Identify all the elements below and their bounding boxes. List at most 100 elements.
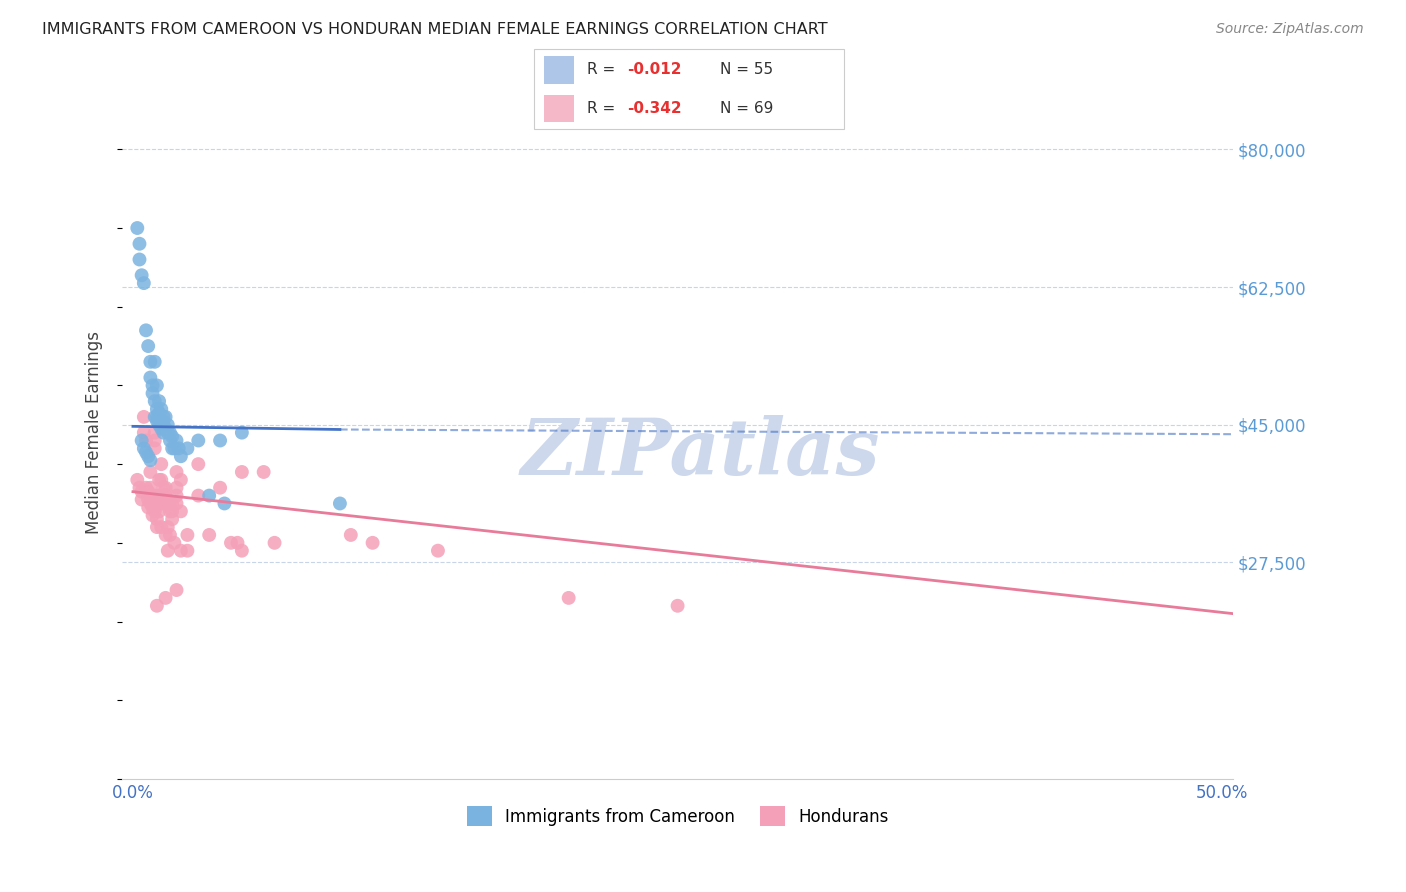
Point	[136, 500, 159, 515]
Point	[176, 543, 198, 558]
Point	[152, 481, 174, 495]
Point	[155, 489, 177, 503]
Point	[136, 339, 159, 353]
Point	[139, 355, 162, 369]
Point	[155, 422, 177, 436]
Point	[136, 449, 159, 463]
Point	[219, 536, 242, 550]
Point	[150, 402, 173, 417]
Point	[128, 236, 150, 251]
Point	[146, 520, 169, 534]
Point	[131, 484, 153, 499]
Point	[170, 543, 193, 558]
Point	[143, 355, 166, 369]
Point	[163, 442, 186, 456]
Point	[146, 402, 169, 417]
Point	[160, 512, 183, 526]
Point	[166, 465, 188, 479]
Point	[143, 434, 166, 448]
Point	[148, 496, 170, 510]
Text: R =: R =	[586, 101, 620, 116]
Point	[159, 434, 181, 448]
Point	[152, 496, 174, 510]
Point	[160, 496, 183, 510]
Point	[231, 543, 253, 558]
Point	[340, 528, 363, 542]
Point	[146, 512, 169, 526]
Point	[155, 528, 177, 542]
Point	[146, 378, 169, 392]
Point	[135, 445, 157, 459]
Point	[148, 489, 170, 503]
Point	[139, 496, 162, 510]
Point	[152, 425, 174, 440]
Text: IMMIGRANTS FROM CAMEROON VS HONDURAN MEDIAN FEMALE EARNINGS CORRELATION CHART: IMMIGRANTS FROM CAMEROON VS HONDURAN MED…	[42, 22, 828, 37]
Point	[166, 481, 188, 495]
Point	[160, 429, 183, 443]
Point	[156, 425, 179, 440]
Text: N = 69: N = 69	[720, 101, 773, 116]
Point	[131, 268, 153, 283]
Point	[136, 492, 159, 507]
Point	[226, 536, 249, 550]
FancyBboxPatch shape	[534, 49, 844, 129]
Point	[146, 409, 169, 424]
Point	[139, 465, 162, 479]
Point	[155, 481, 177, 495]
Point	[132, 425, 155, 440]
Point	[135, 323, 157, 337]
Point	[127, 473, 149, 487]
Point	[329, 496, 352, 510]
Point	[156, 520, 179, 534]
Point	[136, 484, 159, 499]
Point	[187, 434, 209, 448]
Point	[146, 414, 169, 428]
Point	[135, 434, 157, 448]
Point	[214, 496, 236, 510]
Text: N = 55: N = 55	[720, 62, 773, 78]
Point	[148, 417, 170, 432]
Point	[139, 481, 162, 495]
Bar	[544, 95, 575, 122]
Point	[253, 465, 276, 479]
Point	[143, 409, 166, 424]
Point	[166, 434, 188, 448]
Point	[141, 386, 163, 401]
Point	[166, 496, 188, 510]
Point	[143, 425, 166, 440]
Point	[139, 453, 162, 467]
Point	[156, 496, 179, 510]
Point	[150, 520, 173, 534]
Point	[155, 409, 177, 424]
Point	[231, 425, 253, 440]
Point	[166, 489, 188, 503]
Text: Source: ZipAtlas.com: Source: ZipAtlas.com	[1216, 22, 1364, 37]
Point	[155, 591, 177, 605]
Legend: Immigrants from Cameroon, Hondurans: Immigrants from Cameroon, Hondurans	[460, 799, 896, 833]
Text: ZIPatlas: ZIPatlas	[520, 415, 880, 491]
Point	[187, 489, 209, 503]
Point	[148, 406, 170, 420]
Point	[143, 504, 166, 518]
Point	[361, 536, 384, 550]
Point	[143, 442, 166, 456]
Point	[127, 221, 149, 235]
Point	[666, 599, 689, 613]
Point	[159, 425, 181, 440]
Point	[166, 582, 188, 597]
Point	[148, 394, 170, 409]
Point	[128, 481, 150, 495]
Point	[163, 536, 186, 550]
Point	[198, 528, 221, 542]
Point	[170, 473, 193, 487]
Point	[152, 417, 174, 432]
Point	[231, 465, 253, 479]
Point	[143, 496, 166, 510]
Point	[170, 504, 193, 518]
Y-axis label: Median Female Earnings: Median Female Earnings	[86, 331, 103, 534]
Bar	[544, 56, 575, 84]
Point	[187, 457, 209, 471]
Text: -0.342: -0.342	[627, 101, 682, 116]
Point	[156, 543, 179, 558]
Point	[132, 276, 155, 290]
